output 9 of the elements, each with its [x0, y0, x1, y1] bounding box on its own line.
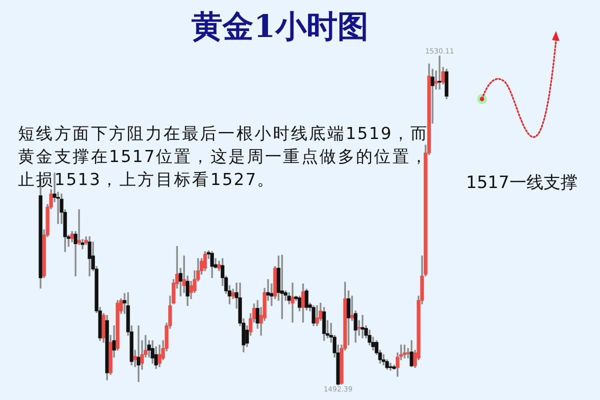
annotation: 短线方面下方阻力在最后一根小时线底端1519，而黄金支撑在1517位置，这是周一重点做多的位置，止损1513，上方目标看1527。 [18, 123, 430, 191]
candlestick [280, 254, 284, 320]
candlestick [402, 344, 406, 358]
text: 1517一线支撑 [466, 172, 578, 195]
candlestick [290, 282, 294, 323]
chart-title: 黄金1小时图 [190, 8, 370, 47]
candlestick [382, 354, 386, 366]
candlestick [136, 325, 140, 382]
candlestick [360, 314, 364, 338]
